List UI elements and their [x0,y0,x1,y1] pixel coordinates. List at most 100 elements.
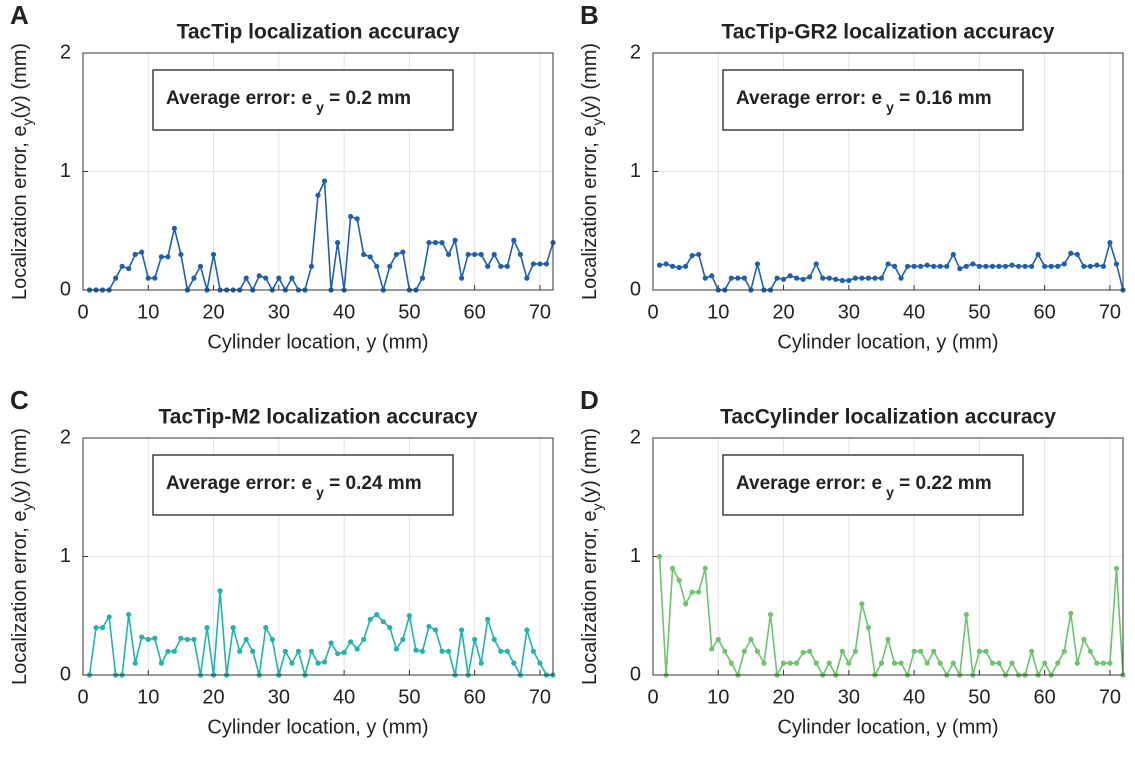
data-point [367,616,373,622]
data-point [696,589,702,595]
annotation-box [152,69,454,131]
y-axis-label-subscript: y [19,118,35,125]
axes-box [82,52,554,291]
data-point [833,276,839,282]
y-tick-label: 2 [630,426,641,448]
data-point [722,648,728,654]
data-point [989,660,996,666]
data-point [957,266,963,272]
x-axis-label: Cylinder location, y (mm) [777,331,998,353]
y-tick-label: 0 [60,278,71,300]
data-point [859,601,865,607]
y-tick-label: 1 [60,545,71,567]
data-point [754,648,761,654]
annotation-box [152,454,454,516]
data-point [132,660,138,666]
x-tick-label: 70 [1099,301,1121,323]
chart-title: TacTip-M2 localization accuracy [159,406,478,429]
data-point [282,648,288,654]
data-point [774,275,780,281]
data-point [517,251,523,258]
data-point [709,273,715,279]
data-point [485,263,491,269]
data-point [696,251,702,258]
data-point [669,263,676,269]
x-tick-label: 0 [77,686,88,708]
x-tick-label: 70 [529,686,551,708]
data-point [996,660,1002,666]
x-tick-label: 40 [333,301,355,323]
data-point [210,251,217,258]
y-axis-label-text: (y) (mm) [9,428,31,504]
data-point [728,660,734,666]
data-point [852,648,858,654]
data-point [504,648,510,654]
y-tick-label: 0 [630,663,641,685]
data-point [846,660,852,666]
data-point [904,263,911,269]
data-point [767,611,774,618]
data-point [683,601,689,607]
data-point [243,275,249,281]
data-point [126,266,132,272]
data-point [171,225,177,231]
x-tick-label: 50 [968,301,990,323]
y-axis-label-text: (y) (mm) [9,43,31,119]
y-axis-label-text: (y) (mm) [579,428,601,504]
data-point [498,648,504,654]
x-tick-label: 30 [838,301,860,323]
y-axis-label-text: (y) (mm) [579,43,601,119]
y-axis-label: Localization error, ey(y) (mm) [9,428,34,685]
x-tick-label: 40 [903,686,925,708]
data-point [950,660,956,666]
data-point [439,648,445,654]
data-point [1061,648,1067,654]
data-point [432,240,439,246]
data-point [924,660,930,666]
data-point [243,636,249,643]
data-point [445,251,452,258]
data-point [937,660,943,666]
data-point [826,660,832,666]
data-point [459,275,465,281]
data-point [813,660,819,666]
data-point [1055,660,1061,666]
data-point [709,646,715,652]
data-point [996,263,1002,269]
data-point [361,251,367,258]
data-point [891,660,898,666]
data-point [321,659,328,665]
data-point [898,660,904,666]
annotation-subscript: y [316,99,324,115]
data-point [813,261,819,267]
data-point [872,275,878,281]
data-point [918,263,924,269]
data-point [393,251,399,258]
x-tick-label: 30 [268,301,290,323]
data-point [171,648,177,654]
data-point [1100,263,1107,269]
data-point [794,660,800,666]
chart-title: TacCylinder localization accuracy [720,406,1056,429]
data-point [1029,263,1035,269]
data-point [374,611,380,618]
data-point [524,627,530,633]
data-point [1113,565,1120,571]
data-point [885,636,891,643]
data-point [983,263,989,269]
data-point [452,237,458,243]
data-point [158,660,164,666]
data-point [702,275,708,281]
data-point [852,275,858,281]
data-point [419,275,426,281]
data-point [504,263,510,269]
data-point [1074,251,1080,258]
data-point [139,249,145,255]
data-point [126,611,132,618]
data-point [289,660,295,666]
data-point [406,613,412,619]
